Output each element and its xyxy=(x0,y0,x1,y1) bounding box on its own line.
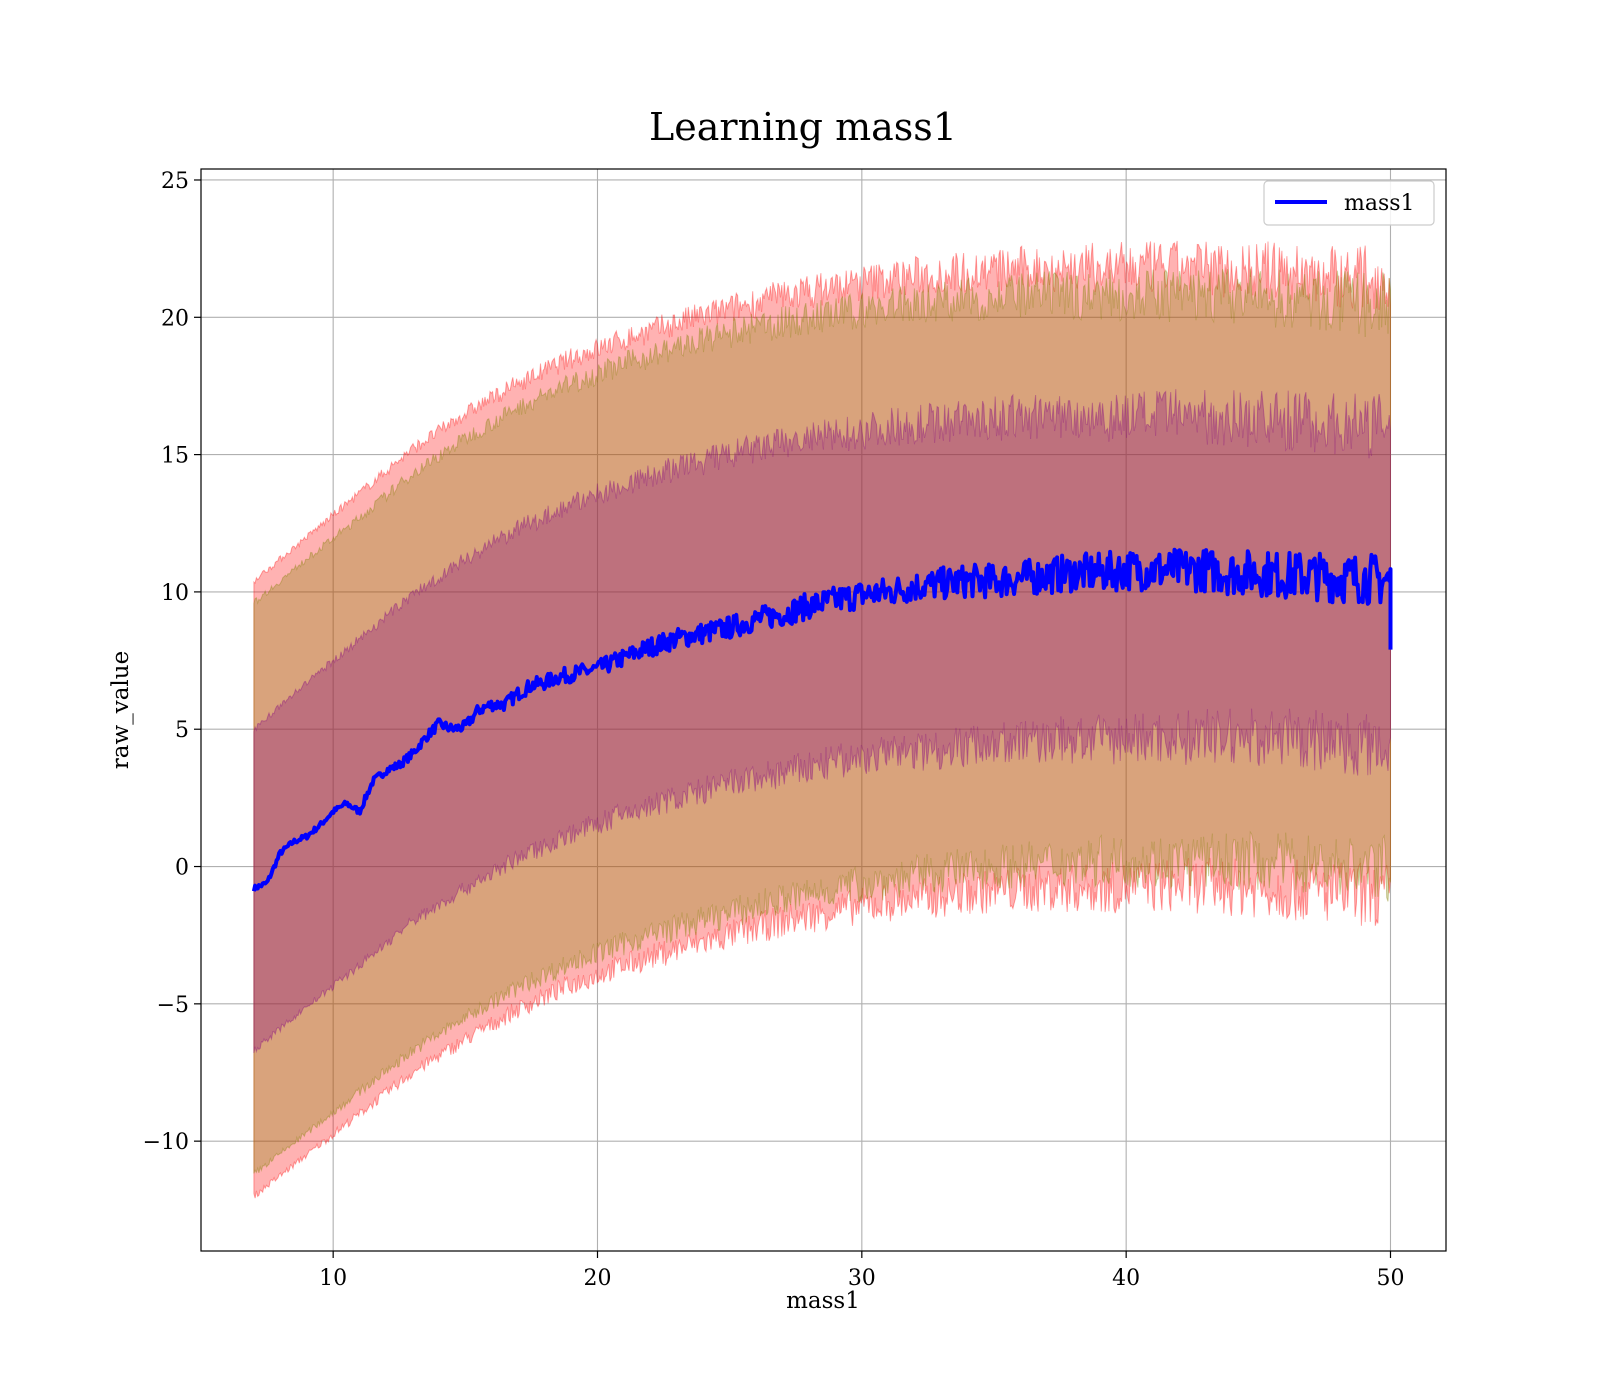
series-line-mass1 xyxy=(251,547,1393,892)
plot-area xyxy=(200,168,1447,1252)
legend-frame xyxy=(1263,180,1435,226)
y-tick-label: 10 xyxy=(161,581,189,606)
x-axis-label: mass1 xyxy=(786,1288,860,1314)
x-tick-label: 20 xyxy=(583,1266,611,1291)
x-tick-label: 50 xyxy=(1376,1266,1404,1291)
x-tick-label: 30 xyxy=(848,1266,876,1291)
grid xyxy=(201,169,1446,1251)
y-tick-label: 25 xyxy=(161,169,189,194)
y-tick-label: −10 xyxy=(143,1130,189,1155)
x-tick-label: 10 xyxy=(319,1266,347,1291)
axis-ticks: 10 20 30 40 50 −10 −5 0 5 10 15 20 25 xyxy=(143,169,1405,1291)
band-3 xyxy=(253,389,1391,1054)
x-tick-label: 40 xyxy=(1112,1266,1140,1291)
y-tick-label: 15 xyxy=(161,444,189,469)
series-lines xyxy=(251,547,1393,892)
uncertainty-bands xyxy=(253,240,1391,1199)
legend: mass1 xyxy=(1263,180,1435,226)
legend-label-mass1: mass1 xyxy=(1344,191,1415,216)
y-tick-label: 5 xyxy=(175,718,189,743)
y-tick-label: 20 xyxy=(161,306,189,331)
plot-frame xyxy=(200,168,1447,1252)
band-2 xyxy=(253,268,1391,1174)
y-tick-label: −5 xyxy=(157,993,189,1018)
band-1 xyxy=(253,240,1391,1199)
chart-title: Learning mass1 xyxy=(649,105,957,149)
y-tick-label: 0 xyxy=(175,856,189,881)
y-axis-label: raw_value xyxy=(108,651,134,769)
